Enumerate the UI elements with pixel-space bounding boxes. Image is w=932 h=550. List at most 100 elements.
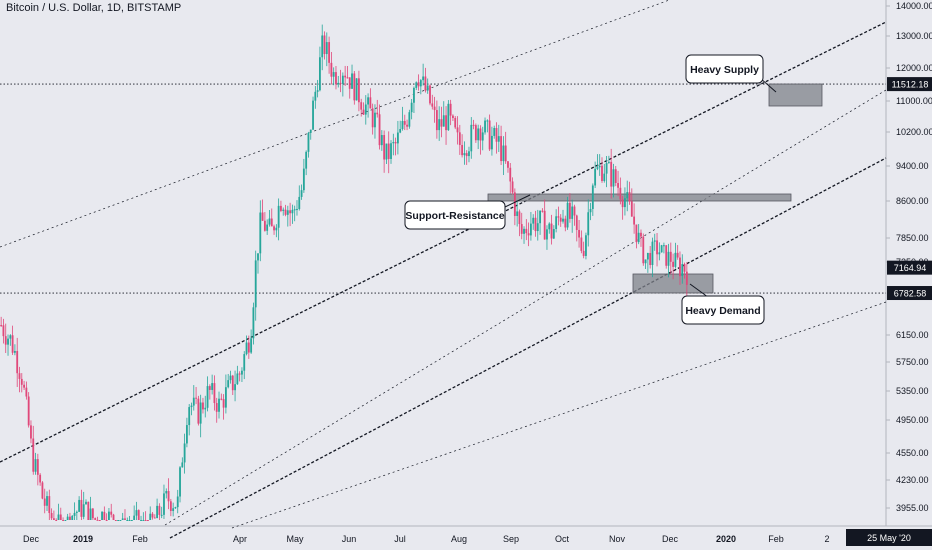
- candle-body[interactable]: [103, 511, 106, 520]
- candle-body[interactable]: [114, 520, 117, 521]
- candle-body[interactable]: [367, 97, 369, 105]
- candle-body[interactable]: [458, 132, 461, 145]
- candle-body[interactable]: [410, 102, 413, 113]
- candle-body[interactable]: [511, 181, 514, 193]
- candle-body[interactable]: [147, 520, 149, 521]
- candle-body[interactable]: [108, 511, 110, 520]
- candle-body[interactable]: [112, 514, 115, 520]
- candle-body[interactable]: [78, 499, 81, 512]
- candle-body[interactable]: [417, 82, 420, 87]
- candle-body[interactable]: [566, 202, 569, 228]
- candle-body[interactable]: [651, 241, 654, 266]
- candle-body[interactable]: [156, 505, 159, 519]
- candle-body[interactable]: [241, 370, 243, 375]
- candle-body[interactable]: [429, 85, 431, 104]
- candle-body[interactable]: [679, 257, 681, 277]
- candle-body[interactable]: [140, 520, 142, 521]
- candle-body[interactable]: [289, 210, 292, 214]
- candle-body[interactable]: [557, 216, 560, 218]
- channel-line[interactable]: [169, 157, 887, 539]
- candle-body[interactable]: [55, 520, 58, 521]
- candle-body[interactable]: [50, 513, 53, 519]
- candle-body[interactable]: [335, 72, 337, 85]
- candle-body[interactable]: [364, 104, 367, 115]
- candle-body[interactable]: [360, 102, 363, 110]
- candle-body[interactable]: [495, 128, 498, 142]
- candle-body[interactable]: [394, 142, 397, 144]
- candle-body[interactable]: [357, 78, 360, 103]
- candle-body[interactable]: [238, 373, 241, 375]
- candle-body[interactable]: [624, 198, 626, 208]
- candle-body[interactable]: [224, 387, 227, 408]
- candle-body[interactable]: [43, 498, 46, 506]
- candle-body[interactable]: [550, 223, 553, 239]
- candle-body[interactable]: [300, 190, 303, 197]
- candle-body[interactable]: [665, 245, 668, 266]
- candle-body[interactable]: [160, 514, 163, 516]
- candle-body[interactable]: [415, 82, 418, 88]
- candle-body[interactable]: [270, 218, 273, 227]
- candle-body[interactable]: [34, 459, 37, 472]
- candle-body[interactable]: [477, 128, 480, 141]
- candle-body[interactable]: [339, 82, 342, 84]
- candle-body[interactable]: [330, 62, 333, 77]
- candle-body[interactable]: [516, 211, 519, 216]
- candle-body[interactable]: [213, 383, 216, 404]
- candle-body[interactable]: [101, 511, 103, 520]
- candle-body[interactable]: [110, 511, 113, 515]
- candle-body[interactable]: [149, 513, 152, 520]
- candle-body[interactable]: [85, 501, 87, 505]
- candle-body[interactable]: [263, 220, 266, 231]
- candle-body[interactable]: [552, 229, 555, 239]
- candle-body[interactable]: [176, 496, 179, 508]
- candle-body[interactable]: [564, 218, 567, 228]
- candle-body[interactable]: [378, 114, 381, 146]
- candle-body[interactable]: [513, 192, 516, 216]
- channel-line[interactable]: [0, 21, 887, 463]
- candle-body[interactable]: [605, 162, 608, 174]
- candle-body[interactable]: [387, 143, 390, 159]
- candle-body[interactable]: [527, 233, 530, 236]
- candle-body[interactable]: [454, 117, 457, 128]
- candle-body[interactable]: [105, 520, 108, 521]
- candle-body[interactable]: [447, 103, 450, 131]
- candle-body[interactable]: [25, 387, 28, 397]
- candle-body[interactable]: [669, 251, 672, 262]
- candle-body[interactable]: [80, 499, 83, 517]
- candle-body[interactable]: [185, 425, 188, 444]
- candle-body[interactable]: [98, 520, 101, 521]
- candle-body[interactable]: [658, 252, 661, 255]
- candle-body[interactable]: [445, 115, 447, 131]
- candle-body[interactable]: [539, 210, 541, 224]
- candle-body[interactable]: [493, 128, 496, 136]
- candle-body[interactable]: [2, 325, 5, 337]
- candle-body[interactable]: [507, 161, 509, 168]
- candle-body[interactable]: [0, 325, 3, 327]
- candle-body[interactable]: [396, 132, 399, 144]
- candle-body[interactable]: [296, 208, 298, 210]
- candle-body[interactable]: [7, 338, 9, 345]
- candle-body[interactable]: [20, 378, 23, 385]
- candle-body[interactable]: [75, 511, 78, 513]
- candle-body[interactable]: [353, 73, 356, 101]
- candle-body[interactable]: [463, 153, 466, 156]
- candle-body[interactable]: [523, 228, 525, 234]
- candle-body[interactable]: [62, 520, 64, 521]
- candle-body[interactable]: [546, 229, 548, 240]
- candle-body[interactable]: [144, 520, 147, 521]
- candle-body[interactable]: [628, 192, 631, 202]
- candle-body[interactable]: [408, 112, 411, 127]
- candle-body[interactable]: [653, 240, 656, 242]
- candle-body[interactable]: [89, 508, 92, 520]
- candle-body[interactable]: [66, 516, 69, 520]
- candle-body[interactable]: [302, 168, 305, 191]
- candle-body[interactable]: [646, 252, 649, 260]
- candle-body[interactable]: [71, 515, 74, 520]
- candle-body[interactable]: [291, 209, 294, 214]
- candle-body[interactable]: [247, 342, 250, 353]
- candle-body[interactable]: [181, 462, 184, 468]
- candle-body[interactable]: [488, 120, 491, 150]
- candle-body[interactable]: [431, 103, 434, 107]
- candle-body[interactable]: [578, 229, 580, 238]
